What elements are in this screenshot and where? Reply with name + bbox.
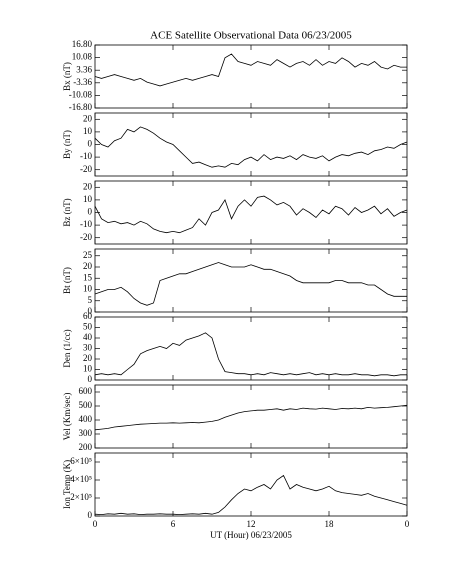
y-axis-label: Vel (Km/sec) xyxy=(62,393,72,441)
y-tick-label: 200 xyxy=(79,442,93,452)
y-tick-label: 10 xyxy=(83,126,93,136)
data-line xyxy=(94,404,408,431)
y-tick-label: 0 xyxy=(88,374,93,384)
x-tick-label: 0 xyxy=(93,519,98,529)
y-tick-label: 15 xyxy=(83,272,93,282)
x-tick-label: 6 xyxy=(171,519,176,529)
y-tick-label: 0 xyxy=(88,306,93,316)
y-tick-label: -20 xyxy=(80,164,92,174)
data-line xyxy=(94,332,407,377)
y-tick-label: 0 xyxy=(88,139,93,149)
x-tick-label: 18 xyxy=(325,519,335,529)
x-tick-label: 12 xyxy=(247,519,256,529)
y-tick-label: 20 xyxy=(83,181,93,191)
y-tick-label: 400 xyxy=(79,414,93,424)
y-tick-label: 500 xyxy=(79,400,93,410)
y-tick-label: 60 xyxy=(83,311,93,321)
y-axis-label: Bz (nT) xyxy=(62,198,72,226)
x-axis-label: UT (Hour) 06/23/2005 xyxy=(210,530,292,540)
y-tick-label: 3.36 xyxy=(76,64,92,74)
y-tick-label: 0 xyxy=(88,207,93,217)
data-line xyxy=(94,474,408,516)
data-line xyxy=(94,53,407,87)
y-tick-label: 10 xyxy=(83,194,93,204)
y-tick-label: -10 xyxy=(80,151,92,161)
y-tick-label: 10 xyxy=(83,364,93,374)
y-tick-label: -20 xyxy=(80,232,92,242)
y-tick-label: 25 xyxy=(83,250,93,260)
y-tick-label: 10.08 xyxy=(72,52,93,62)
y-tick-label: 50 xyxy=(83,322,93,332)
chart-title: ACE Satellite Observational Data 06/23/2… xyxy=(150,30,352,42)
data-line xyxy=(94,262,407,306)
y-axis-label: Bt (nT) xyxy=(62,267,72,294)
x-tick-label: 0 xyxy=(405,519,410,529)
y-tick-label: 40 xyxy=(83,332,93,342)
y-tick-label: 300 xyxy=(79,428,93,438)
y-tick-label: 10 xyxy=(83,284,93,294)
y-tick-label: 30 xyxy=(83,343,93,353)
data-line xyxy=(94,195,408,234)
y-tick-label: 0 xyxy=(88,510,93,520)
y-tick-label: -16.80 xyxy=(69,102,93,112)
y-axis-label: Bx (nT) xyxy=(62,62,72,91)
y-axis-label: Ion Temp (K) xyxy=(62,460,72,509)
y-tick-label: 4×10⁵ xyxy=(70,474,92,484)
y-tick-label: 20 xyxy=(83,113,93,123)
y-tick-label: 6×10⁵ xyxy=(70,456,92,466)
y-tick-label: 20 xyxy=(83,261,93,271)
y-tick-label: 5 xyxy=(88,295,93,305)
y-tick-label: -3.36 xyxy=(73,77,92,87)
y-tick-label: -10 xyxy=(80,219,92,229)
y-axis-label: Den (1/cc) xyxy=(62,329,72,367)
y-tick-label: 600 xyxy=(79,386,93,396)
y-tick-label: -10.08 xyxy=(69,89,93,99)
y-tick-label: 2×10⁵ xyxy=(70,492,92,502)
y-tick-label: 16.80 xyxy=(72,39,93,49)
data-line xyxy=(94,126,408,168)
y-axis-label: By (nT) xyxy=(62,130,72,159)
y-tick-label: 20 xyxy=(83,353,93,363)
